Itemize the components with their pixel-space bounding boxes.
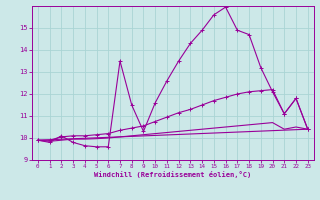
X-axis label: Windchill (Refroidissement éolien,°C): Windchill (Refroidissement éolien,°C) [94,171,252,178]
